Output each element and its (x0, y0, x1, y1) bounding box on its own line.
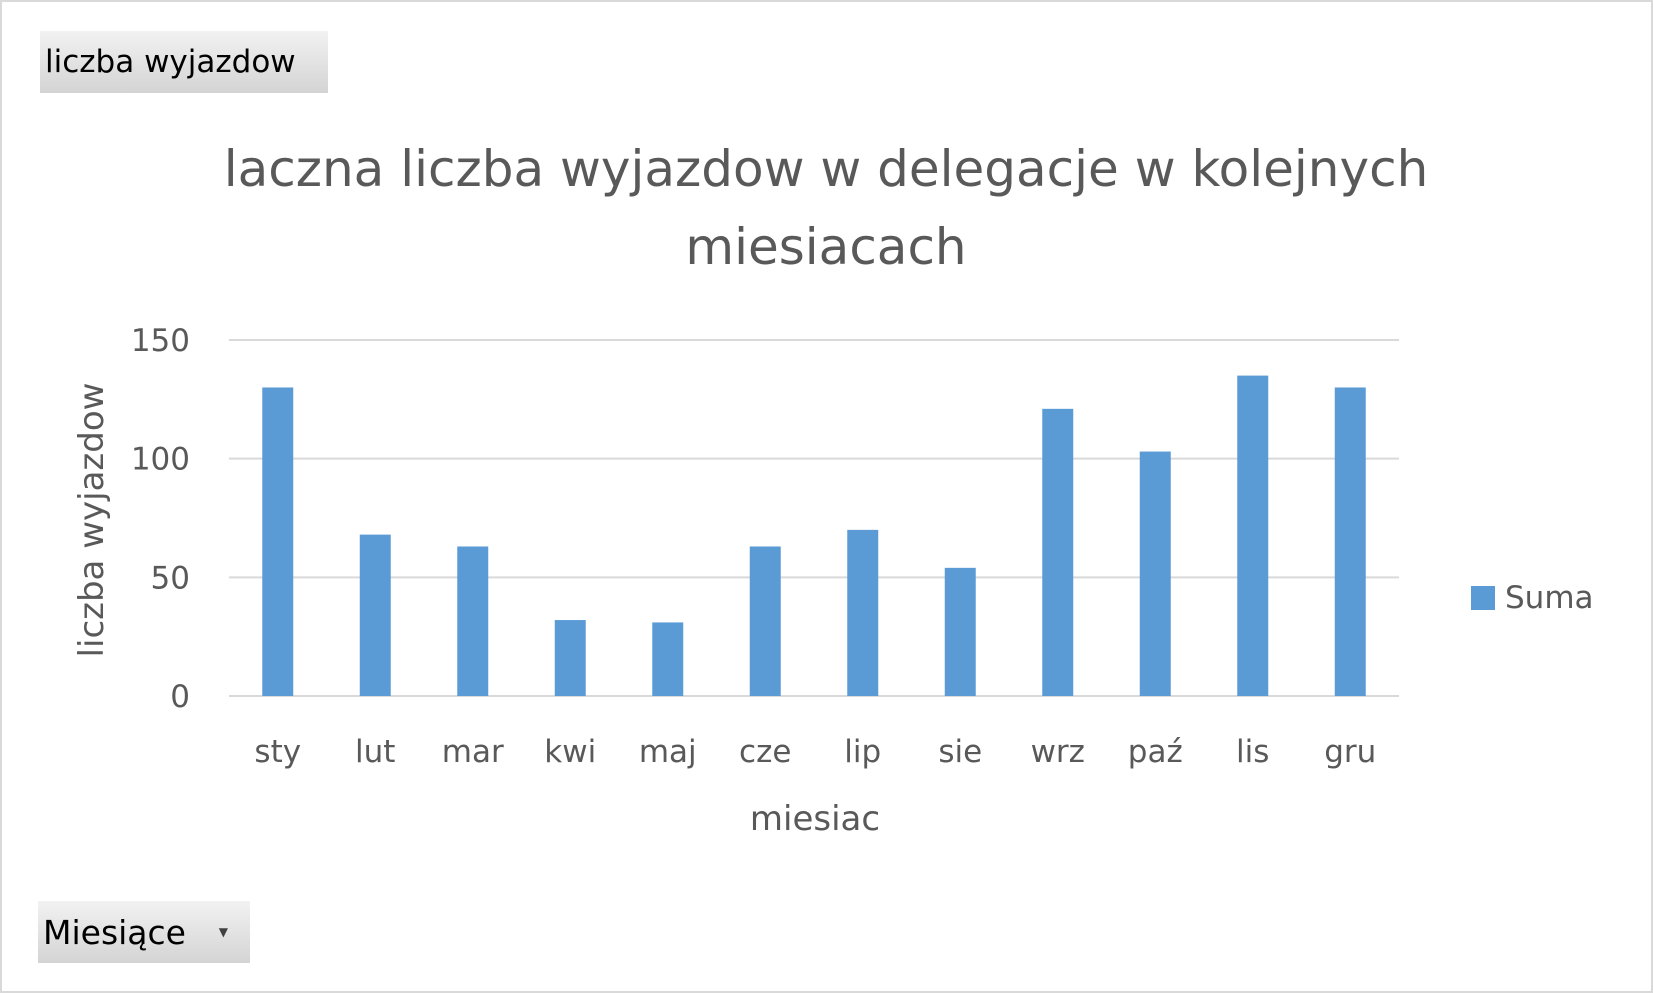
x-tick-label: wrz (1031, 734, 1085, 770)
bar-cze[interactable] (749, 546, 781, 696)
bar-kwi[interactable] (554, 620, 586, 696)
x-tick-label: lis (1236, 734, 1269, 770)
values-field-button[interactable]: liczba wyjazdow (40, 31, 328, 93)
x-tick-label: paź (1128, 734, 1183, 770)
x-axis-ticks: sty lut mar kwi maj cze lip sie wrz paź lis gru (254, 734, 1376, 770)
bar-sie[interactable] (944, 567, 976, 696)
y-axis-ticks: 0 50 100 150 (131, 323, 190, 715)
chart-title-line-2: miesiacach (685, 218, 966, 276)
y-tick-label: 0 (170, 679, 190, 715)
x-tick-label: maj (639, 734, 697, 770)
legend: Suma (1471, 580, 1594, 616)
values-field-label: liczba wyjazdow (45, 44, 296, 80)
bar-wrz[interactable] (1042, 408, 1074, 696)
legend-label-suma: Suma (1505, 580, 1594, 616)
bar-series (262, 375, 1366, 696)
legend-swatch-suma (1471, 586, 1495, 610)
y-axis-title: liczba wyjazdow (72, 383, 112, 658)
x-tick-label: mar (442, 734, 504, 770)
x-tick-label: gru (1324, 734, 1376, 770)
chart-title-line-1: laczna liczba wyjazdow w delegacje w kol… (224, 140, 1429, 198)
gridlines (229, 339, 1399, 697)
y-tick-label: 50 (151, 560, 190, 596)
axis-field-label: Miesiące (43, 912, 186, 952)
y-tick-label: 100 (131, 442, 190, 478)
bar-gru[interactable] (1334, 387, 1366, 696)
bar-lip[interactable] (847, 529, 879, 696)
bar-mar[interactable] (457, 546, 489, 696)
bar-lut[interactable] (359, 534, 391, 696)
bar-maj[interactable] (652, 622, 684, 696)
x-tick-label: cze (739, 734, 791, 770)
axis-field-button[interactable]: Miesiące ▼ (38, 901, 250, 963)
y-tick-label: 150 (131, 323, 190, 359)
x-tick-label: sie (938, 734, 982, 770)
bar-paź[interactable] (1139, 451, 1171, 696)
chevron-down-icon[interactable]: ▼ (218, 925, 228, 939)
x-axis-title: miesiac (750, 799, 880, 839)
x-tick-label: sty (254, 734, 301, 770)
bar-lis[interactable] (1237, 375, 1269, 696)
x-tick-label: lip (844, 734, 881, 770)
bar-sty[interactable] (262, 387, 294, 696)
x-tick-label: kwi (544, 734, 596, 770)
x-tick-label: lut (355, 734, 395, 770)
